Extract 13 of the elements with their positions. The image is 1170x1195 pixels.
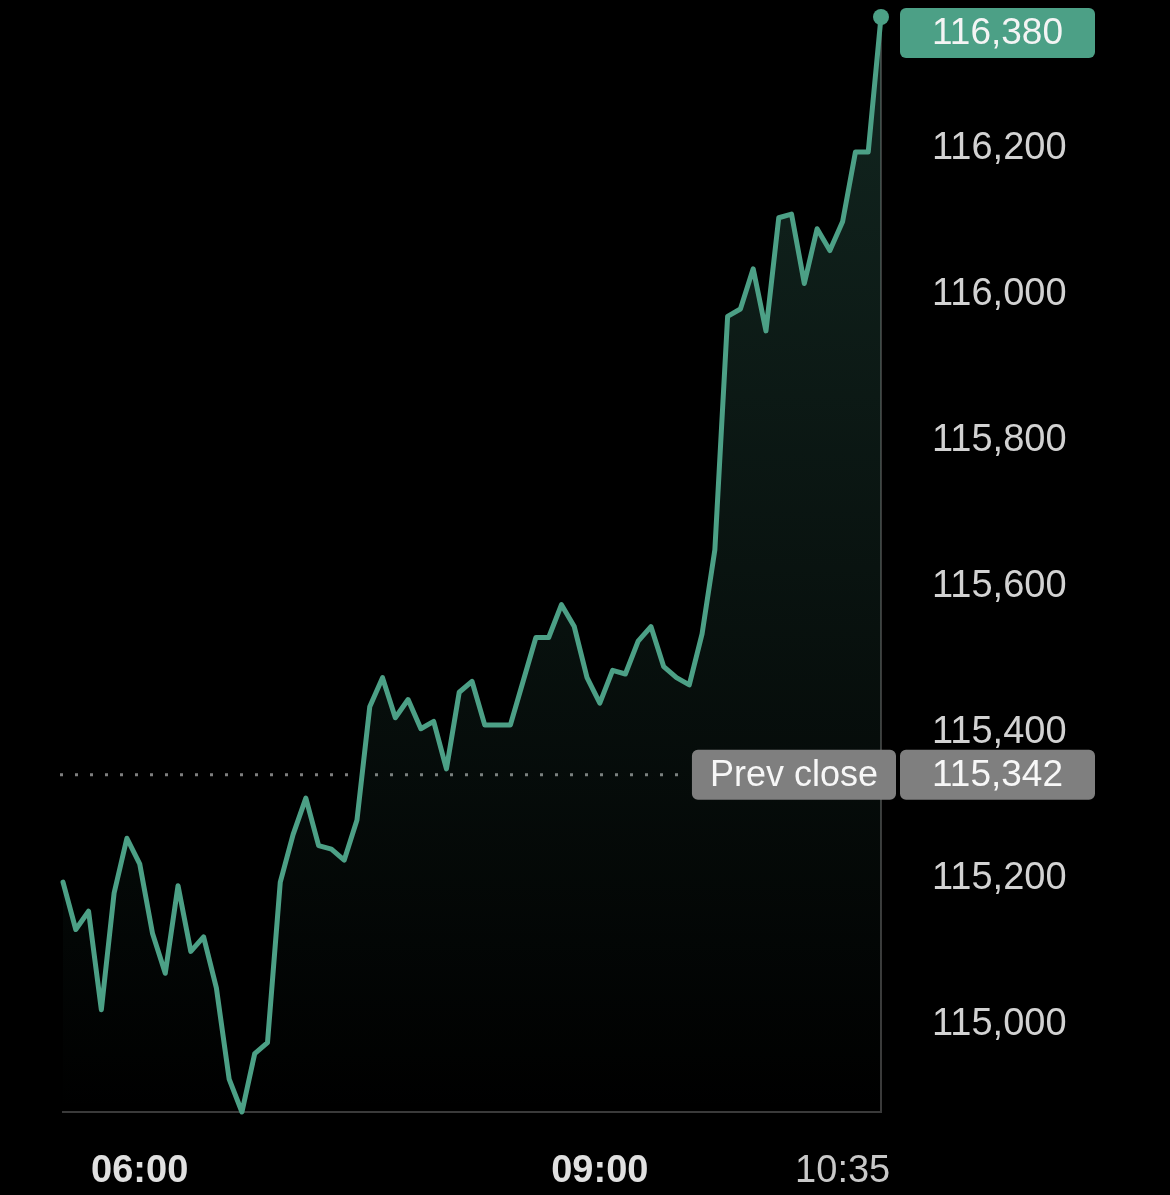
y-tick-label: 115,400 — [932, 708, 1067, 751]
text: 115,342 — [932, 752, 1063, 794]
y-tick-label: 116,200 — [932, 124, 1067, 167]
x-tick-label: 09:00 — [551, 1148, 649, 1191]
data-label: 116,380 — [932, 11, 1063, 53]
y-tick-label: 115,000 — [932, 1000, 1067, 1043]
ref-line-label: Prev close — [709, 752, 879, 794]
y-tick-label: 115,800 — [932, 416, 1067, 459]
x-tick-label: 06:00 — [91, 1148, 189, 1191]
x-tick-label: 10:35 — [795, 1148, 891, 1191]
y-tick-label: 115,600 — [932, 562, 1067, 605]
y-tick-label: 116,000 — [932, 270, 1067, 313]
y-tick-label: 115,200 — [932, 854, 1067, 897]
